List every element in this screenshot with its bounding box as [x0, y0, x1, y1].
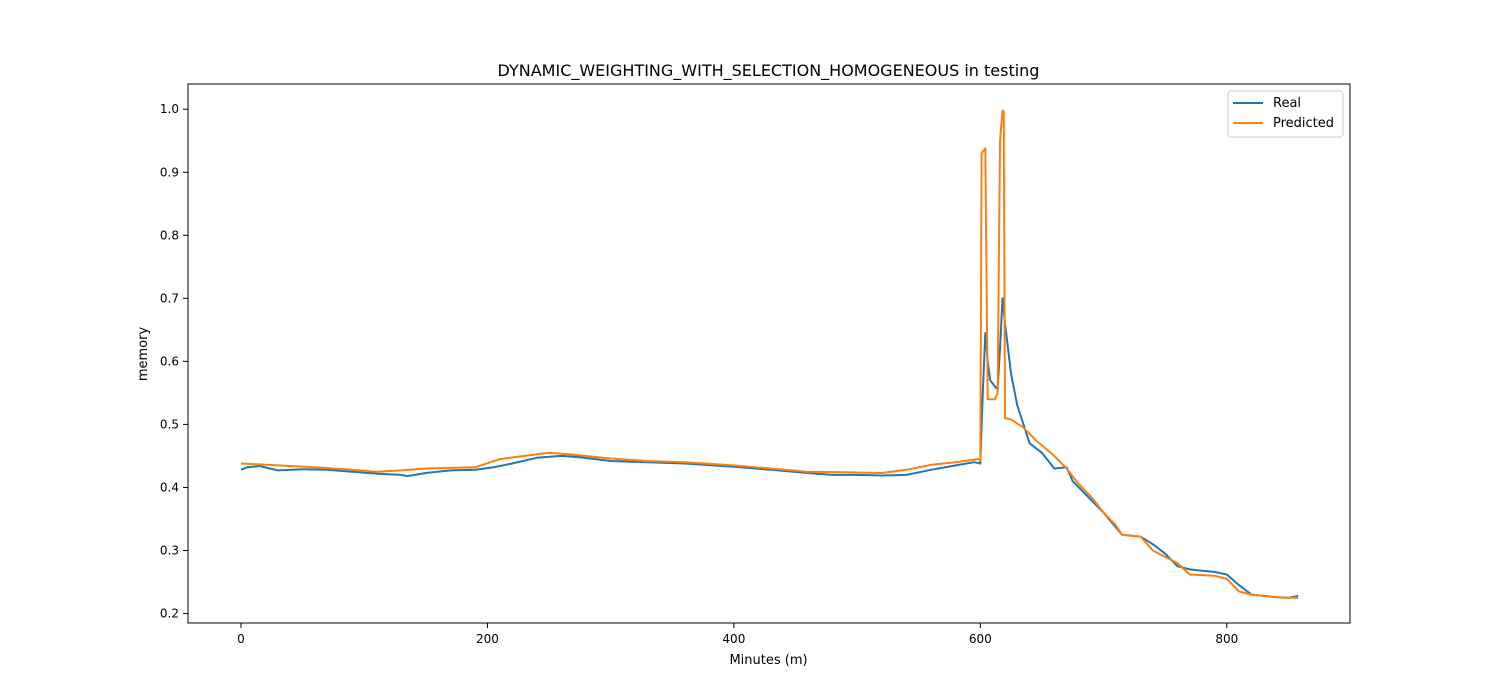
- x-tick-label: 600: [969, 632, 992, 646]
- y-tick-label: 0.9: [160, 165, 179, 179]
- y-tick-label: 0.3: [160, 544, 179, 558]
- chart-title: DYNAMIC_WEIGHTING_WITH_SELECTION_HOMOGEN…: [498, 61, 1040, 81]
- x-tick-label: 400: [722, 632, 745, 646]
- y-tick-label: 0.7: [160, 291, 179, 305]
- legend: Real Predicted: [1227, 90, 1344, 138]
- x-tick-label: 200: [476, 632, 499, 646]
- y-tick-label: 0.6: [160, 354, 179, 368]
- y-axis-label: memory: [136, 327, 151, 382]
- y-tick-label: 0.4: [160, 480, 179, 494]
- x-tick-label: 0: [237, 632, 245, 646]
- y-axis: 0.2 0.3 0.4 0.5 0.6 0.7 0.8 0.9 1.0: [160, 102, 188, 621]
- y-tick-label: 0.8: [160, 228, 179, 242]
- legend-label-real: Real: [1273, 96, 1301, 111]
- series-line-real: [240, 297, 1299, 599]
- legend-label-predicted: Predicted: [1273, 116, 1334, 131]
- y-tick-label: 0.2: [160, 607, 179, 621]
- plot-frame: [187, 83, 1351, 624]
- y-tick-label: 1.0: [160, 102, 179, 116]
- x-axis-label: Minutes (m): [729, 653, 807, 668]
- y-tick-label: 0.5: [160, 417, 179, 431]
- series-line-predicted: [240, 109, 1299, 599]
- plot-area: [240, 109, 1299, 599]
- x-axis: 0 200 400 600 800: [237, 623, 1238, 646]
- x-tick-label: 800: [1215, 632, 1238, 646]
